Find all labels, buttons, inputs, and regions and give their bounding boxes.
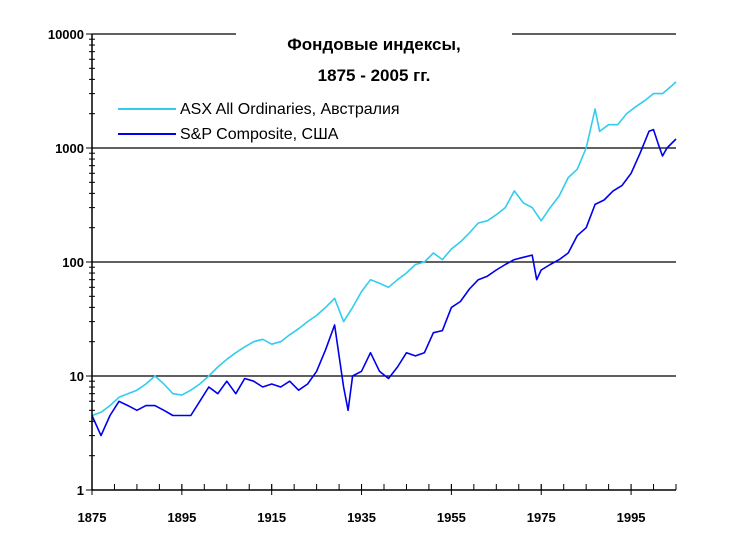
chart-title: Фондовые индексы, — [287, 35, 460, 54]
legend-label-1: ASX All Ordinaries, Австралия — [180, 101, 400, 118]
legend-background — [114, 100, 534, 119]
series-line-2 — [91, 128, 677, 437]
x-tick-label: 1875 — [78, 510, 107, 525]
series-line-1 — [91, 81, 677, 417]
x-tick-label: 1915 — [257, 510, 286, 525]
y-tick-label: 100 — [62, 255, 84, 270]
y-tick-label: 10 — [70, 369, 84, 384]
legend-label-2: S&P Composite, США — [180, 126, 339, 143]
legend: ASX All Ordinaries, Австралия S&P Composi… — [114, 100, 534, 144]
y-tick-label: 10000 — [48, 27, 84, 42]
axes: 1 10 100 1000 10000 1875 1895 1915 1935 1955 1975 1… — [48, 27, 677, 525]
title-block: Фондовые индексы, 1875 - 2005 гг. — [236, 28, 512, 90]
title-background — [236, 28, 512, 90]
y-tick-label: 1000 — [55, 141, 84, 156]
y-tick-label: 1 — [77, 483, 84, 498]
x-tick-label: 1975 — [527, 510, 556, 525]
x-tick-label: 1995 — [617, 510, 646, 525]
x-tick-label: 1955 — [437, 510, 466, 525]
x-tick-label: 1895 — [167, 510, 196, 525]
legend-background — [114, 125, 534, 144]
x-tick-label: 1935 — [347, 510, 376, 525]
chart-subtitle: 1875 - 2005 гг. — [318, 66, 431, 85]
series-layer — [91, 81, 677, 437]
